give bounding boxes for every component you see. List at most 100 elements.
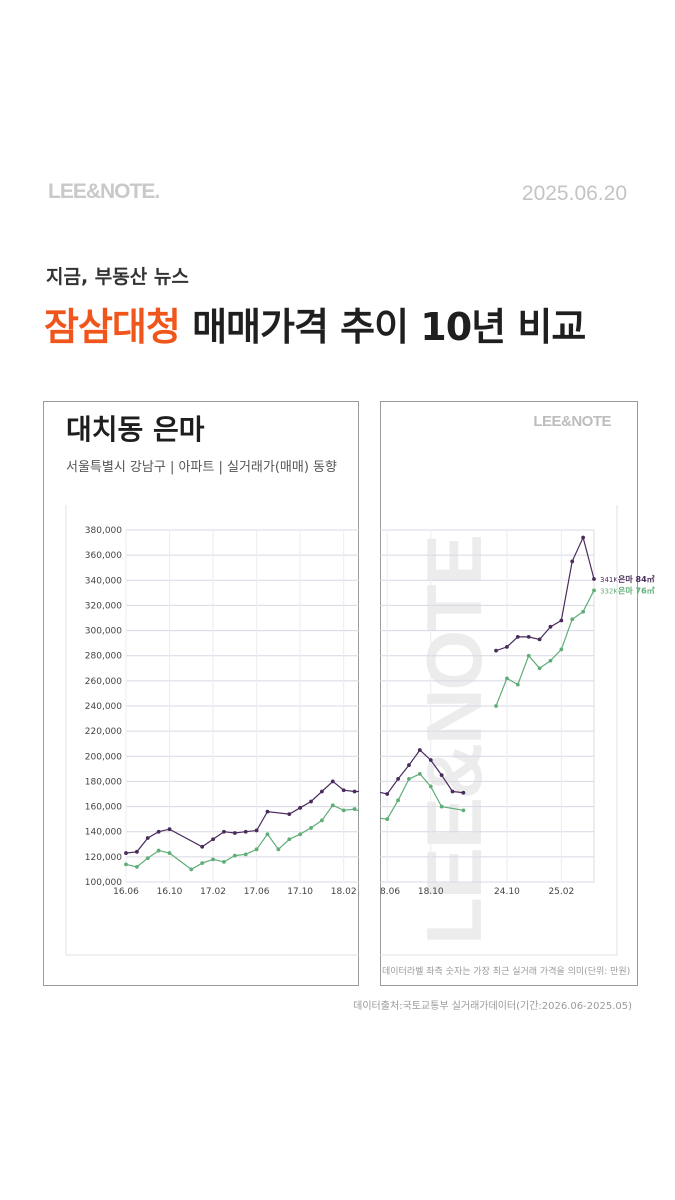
data-point (515, 634, 520, 639)
y-tick-label: 340,000 (85, 576, 122, 586)
x-tick-label: 16.06 (113, 887, 139, 897)
data-point (450, 789, 455, 794)
data-point (428, 758, 433, 762)
data-point (396, 777, 400, 781)
y-tick-label: 140,000 (85, 828, 122, 838)
brand-logo: LEE&NOTE. (48, 180, 160, 203)
data-point (407, 763, 411, 767)
data-point (167, 851, 172, 855)
y-tick-label: 240,000 (85, 702, 122, 712)
y-tick-label: 380,000 (85, 526, 122, 536)
x-tick-label: 24.10 (494, 887, 520, 897)
x-tick-label: 25.02 (548, 887, 574, 897)
data-point (330, 779, 335, 784)
data-point (145, 836, 150, 840)
data-point (515, 682, 520, 687)
headline-accent: 잠삼대청 (44, 305, 181, 349)
y-tick-label: 360,000 (85, 551, 122, 561)
data-point (200, 844, 205, 849)
data-point (505, 676, 509, 681)
data-point (559, 618, 564, 623)
post-date: 2025.06.20 (521, 182, 627, 205)
data-point (287, 837, 292, 842)
headline-rest: 매매가격 추이 10년 비교 (179, 305, 586, 349)
x-tick-label: 18.06 (374, 887, 400, 897)
card-brand: LEE&NOTE (533, 413, 611, 430)
y-tick-label: 320,000 (85, 601, 122, 611)
data-point (592, 588, 596, 593)
series-line-0 (495, 535, 595, 652)
y-tick-label: 280,000 (85, 652, 122, 662)
data-point (341, 788, 346, 793)
end-label-value: 341K (600, 576, 618, 584)
data-point (124, 851, 128, 855)
data-point (461, 808, 466, 813)
data-point (156, 848, 161, 853)
data-point (548, 658, 553, 663)
data-point (156, 829, 161, 834)
series-line-1 (125, 773, 464, 871)
legend-label: 은마 76㎡ (618, 585, 655, 595)
data-point (592, 577, 596, 581)
data-point (200, 861, 205, 866)
data-point (211, 837, 215, 842)
x-tick-label: 17.06 (244, 887, 270, 897)
data-point (537, 666, 542, 671)
data-point (570, 617, 575, 622)
data-point (581, 609, 586, 614)
chart-footnote: 데이터라벨 좌측 숫자는 가장 최근 실거래 가격을 의미(단위: 만원) (382, 967, 631, 977)
end-label-value: 332K (600, 587, 618, 595)
data-point (298, 832, 303, 837)
data-point (276, 847, 281, 852)
series-line-0 (125, 749, 464, 854)
data-point (494, 648, 498, 653)
series-line-1 (495, 590, 595, 707)
y-tick-label: 200,000 (85, 752, 122, 762)
chart-panel-right (380, 401, 638, 986)
data-point (396, 798, 400, 803)
x-tick-label: 18.10 (418, 887, 444, 897)
data-point (309, 826, 313, 830)
y-tick-label: 160,000 (85, 803, 122, 813)
y-tick-label: 180,000 (85, 777, 122, 787)
data-point (352, 789, 357, 794)
data-point (254, 828, 259, 833)
data-point (287, 812, 292, 817)
x-tick-label: 16.10 (157, 887, 183, 897)
data-point (570, 559, 575, 564)
data-point (341, 808, 346, 813)
data-source: 데이터출처:국토교통부 실거래가데이터(기간:2026.06-2025.05) (353, 1001, 632, 1012)
data-point (298, 805, 303, 810)
chart-panel-left (43, 401, 359, 986)
data-point (211, 857, 215, 862)
data-point (222, 859, 226, 864)
legend-label: 은마 84㎡ (618, 574, 655, 584)
data-point (309, 799, 313, 804)
x-tick-label: 17.10 (287, 887, 313, 897)
data-point (134, 849, 139, 854)
data-point (243, 829, 248, 834)
y-tick-label: 260,000 (85, 677, 122, 687)
data-point (124, 862, 128, 867)
data-point (222, 829, 226, 834)
card-title: 대치동 은마 (66, 413, 205, 446)
data-point (537, 637, 542, 642)
y-tick-label: 300,000 (85, 627, 122, 637)
data-point (581, 535, 586, 540)
headline: 잠삼대청 매매가격 추이 10년 비교 (44, 296, 586, 351)
panel-gap (359, 520, 380, 902)
data-point (548, 624, 553, 629)
y-tick-label: 220,000 (85, 727, 122, 737)
data-point (254, 847, 259, 852)
y-tick-label: 120,000 (85, 853, 122, 863)
data-point (505, 645, 509, 649)
data-point (526, 653, 531, 658)
data-point (439, 804, 444, 809)
data-point (243, 852, 248, 857)
data-point (134, 865, 139, 869)
data-point (145, 856, 150, 861)
data-point (417, 771, 422, 776)
data-point (428, 784, 433, 789)
data-point (232, 831, 237, 835)
data-point (320, 789, 324, 794)
